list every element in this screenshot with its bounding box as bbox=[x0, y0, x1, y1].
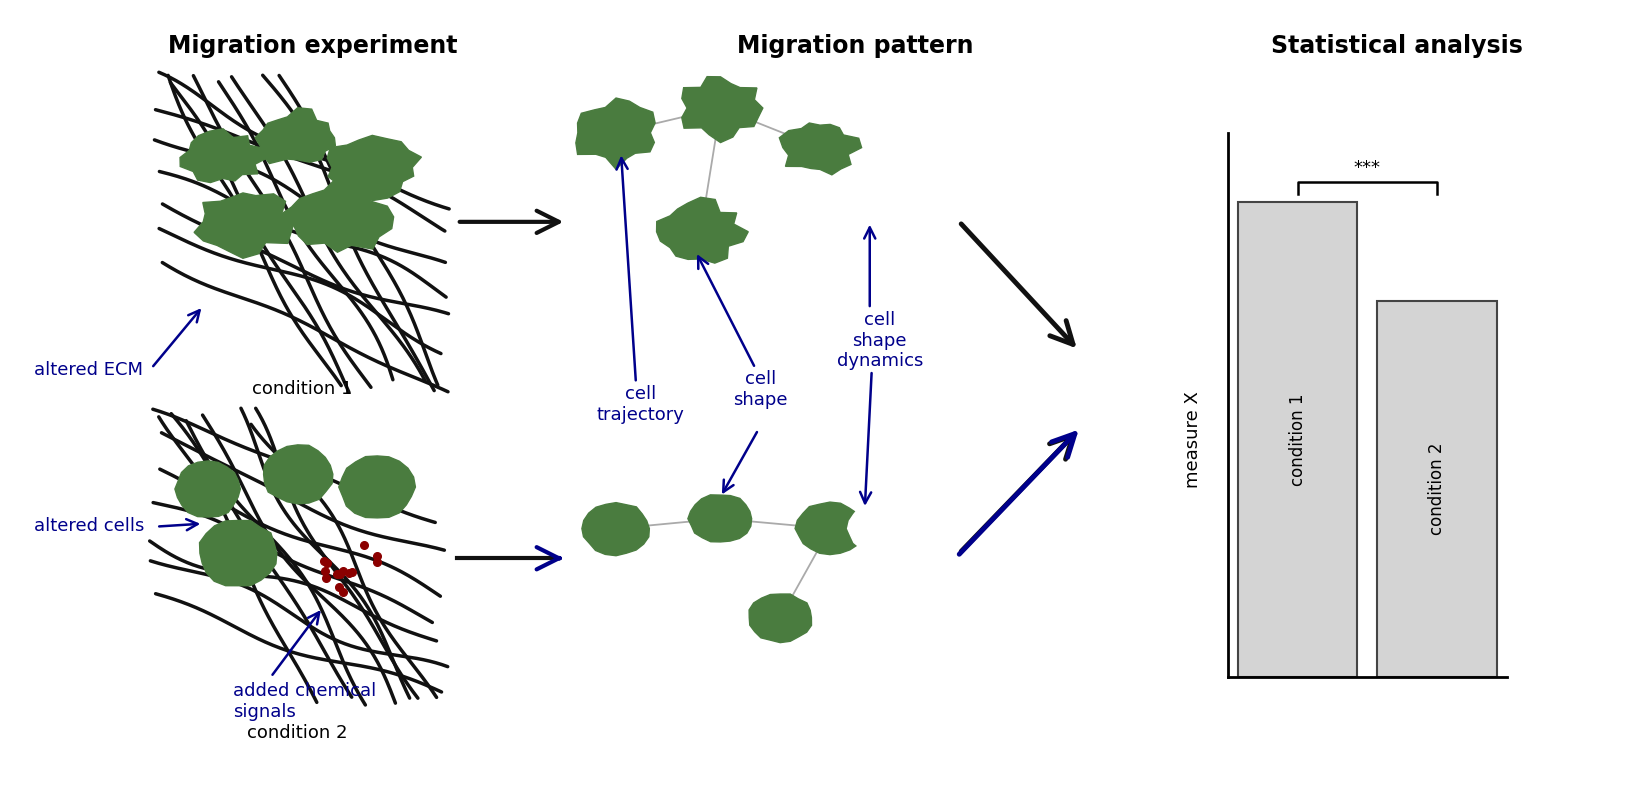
Polygon shape bbox=[657, 197, 749, 263]
Text: altered ECM: altered ECM bbox=[34, 361, 143, 380]
Text: condition 2: condition 2 bbox=[1429, 443, 1447, 535]
Text: added chemical
signals: added chemical signals bbox=[233, 682, 376, 720]
Text: cell
shape
dynamics: cell shape dynamics bbox=[836, 311, 923, 371]
Text: Statistical analysis: Statistical analysis bbox=[1271, 34, 1524, 58]
Text: measure X: measure X bbox=[1184, 391, 1202, 488]
Polygon shape bbox=[264, 445, 333, 504]
Text: Migration experiment: Migration experiment bbox=[167, 34, 458, 58]
Polygon shape bbox=[842, 181, 918, 237]
Polygon shape bbox=[194, 193, 294, 258]
Text: altered cells: altered cells bbox=[34, 517, 144, 535]
Text: ***: *** bbox=[1353, 159, 1381, 178]
Polygon shape bbox=[795, 502, 864, 555]
Polygon shape bbox=[780, 123, 862, 175]
Polygon shape bbox=[327, 136, 422, 200]
Polygon shape bbox=[581, 503, 649, 555]
Bar bbox=[1238, 202, 1358, 677]
Text: condition 2: condition 2 bbox=[248, 724, 348, 742]
Text: cell
trajectory: cell trajectory bbox=[598, 385, 685, 424]
Polygon shape bbox=[176, 461, 240, 517]
Polygon shape bbox=[255, 108, 335, 163]
Polygon shape bbox=[847, 504, 901, 553]
Bar bbox=[1378, 301, 1496, 677]
Text: condition 1: condition 1 bbox=[1289, 393, 1307, 486]
Text: Migration pattern: Migration pattern bbox=[737, 34, 974, 58]
Polygon shape bbox=[181, 129, 268, 182]
Polygon shape bbox=[688, 495, 752, 542]
Polygon shape bbox=[576, 98, 655, 170]
Polygon shape bbox=[749, 594, 811, 642]
Polygon shape bbox=[277, 177, 394, 252]
Polygon shape bbox=[200, 521, 277, 585]
Text: condition 1: condition 1 bbox=[253, 380, 353, 398]
Text: cell
shape: cell shape bbox=[732, 370, 788, 409]
Polygon shape bbox=[681, 77, 764, 143]
Polygon shape bbox=[338, 456, 415, 518]
